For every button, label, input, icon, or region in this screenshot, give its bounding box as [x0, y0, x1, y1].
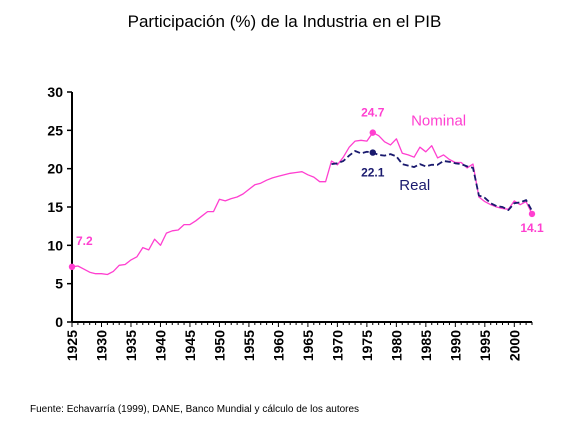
x-tick-label: 1960 [270, 330, 286, 361]
series-label-nominal: Nominal [411, 113, 466, 130]
data-point-marker [68, 263, 76, 270]
data-label: 24.7 [361, 106, 385, 120]
data-label: 7.2 [76, 234, 93, 248]
data-point-marker [369, 129, 376, 136]
x-tick-label: 1955 [241, 330, 257, 361]
x-tick-label: 1985 [418, 330, 434, 361]
x-tick-label: 1925 [64, 330, 80, 361]
x-tick-label: 1995 [477, 330, 493, 361]
y-tick-label: 10 [47, 237, 63, 253]
x-tick-label: 1970 [329, 330, 345, 361]
x-tick-label: 1990 [447, 330, 463, 361]
data-point-marker [369, 149, 376, 156]
data-label: 14.1 [520, 221, 544, 235]
x-tick-label: 1940 [152, 330, 168, 361]
series-line-nominal [71, 131, 533, 276]
x-tick-label: 1930 [93, 330, 109, 361]
chart-source-note: Fuente: Echavarría (1999), DANE, Banco M… [30, 404, 360, 415]
x-tick-label: 1975 [359, 330, 375, 361]
series-label-real: Real [399, 177, 430, 194]
chart-title: Participación (%) de la Industria en el … [127, 12, 442, 31]
y-tick-label: 5 [55, 276, 63, 292]
x-tick-label: 1945 [182, 330, 198, 361]
labels-layer: Nominal Real 7.2 24.7 22.1 14.1 [68, 106, 544, 270]
y-tick-label: 30 [47, 84, 63, 100]
x-tick-label: 1980 [388, 330, 404, 361]
data-label: 22.1 [361, 166, 385, 180]
x-tick-label: 1950 [211, 330, 227, 361]
y-tick-label: 15 [47, 199, 63, 215]
x-tick-label: 1965 [300, 330, 316, 361]
series-layer [71, 131, 533, 276]
data-point-marker [528, 210, 536, 218]
series-line-real [331, 150, 533, 212]
y-tick-label: 25 [47, 122, 63, 138]
axes: 0 5 10 15 20 25 30 1925 1930 1935 1940 1945 1950 1955… [47, 84, 533, 361]
y-tick-label: 20 [47, 161, 63, 177]
x-tick-label: 2000 [506, 330, 522, 361]
y-tick-label: 0 [55, 314, 63, 330]
x-tick-label: 1935 [123, 330, 139, 361]
